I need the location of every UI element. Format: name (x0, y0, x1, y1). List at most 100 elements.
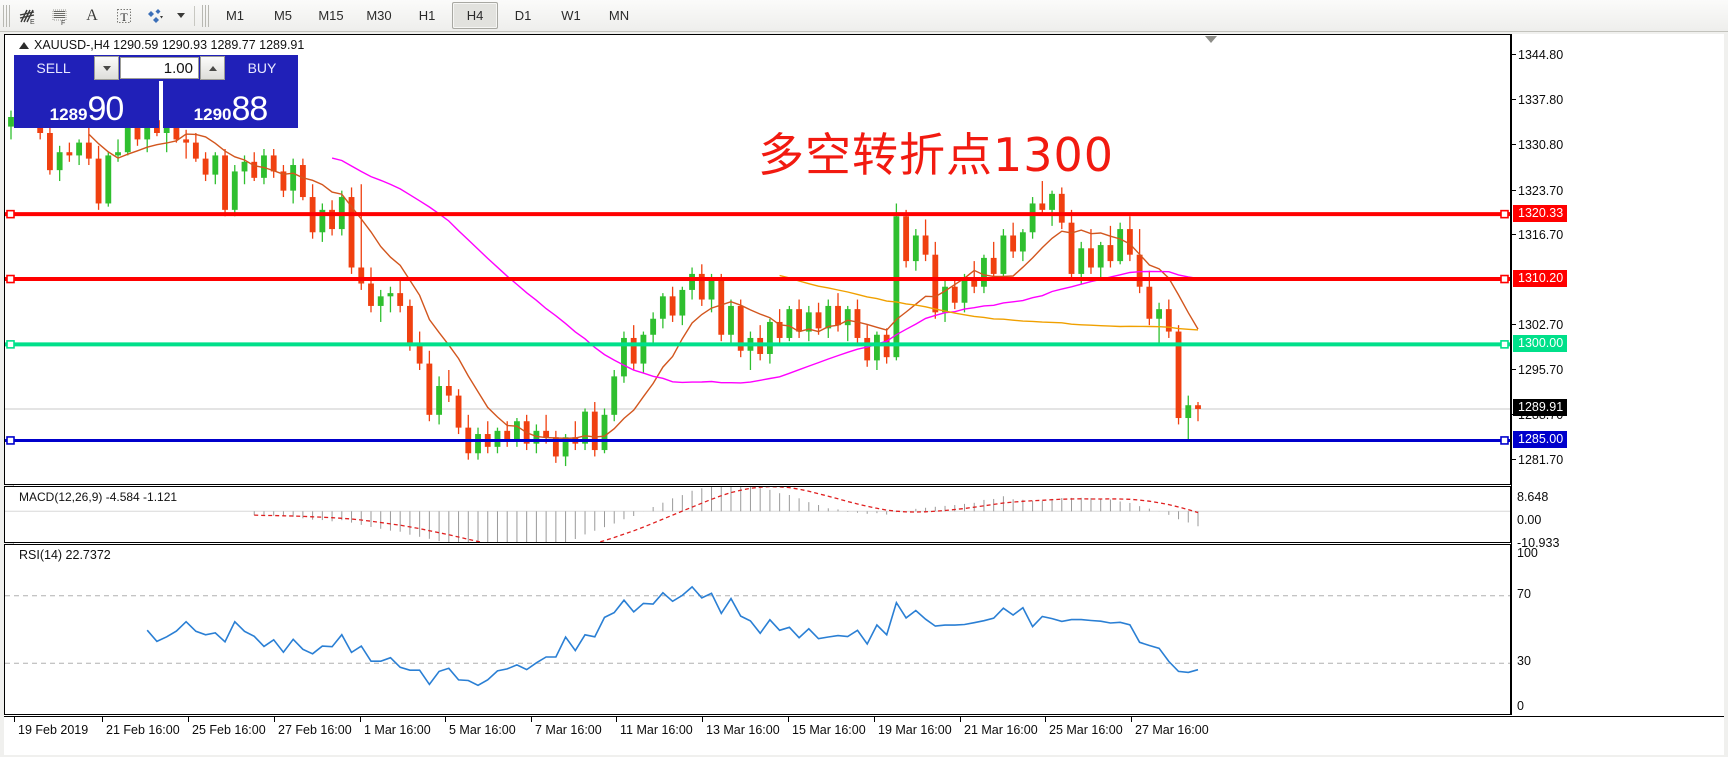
macd-axis-tick: -10.933 (1517, 536, 1560, 550)
time-axis-label: 13 Mar 16:00 (706, 723, 780, 737)
toolbar-divider (194, 5, 195, 26)
macd-signal-line (254, 487, 1199, 542)
indicators-icon[interactable]: E (12, 3, 44, 29)
time-axis-tick (188, 717, 189, 722)
rsi-axis-tick: 30 (1517, 654, 1531, 669)
price-axis[interactable]: 1344.80 1337.80 1330.80 1323.70 1316.70 1302.… (1511, 34, 1724, 715)
timeframe-m1[interactable]: M1 (225, 8, 245, 23)
timeframe-d1[interactable]: D1 (514, 8, 532, 23)
time-axis-tick (960, 717, 961, 722)
chart-annotation-text: 多空转折点1300 (758, 128, 1115, 182)
candlestick-series (8, 67, 1201, 467)
buy-price-prefix: 1290 (193, 105, 232, 124)
sell-price-display[interactable]: 1289 90 (14, 81, 159, 128)
time-axis-tick (531, 717, 532, 722)
time-axis-tick (1131, 717, 1132, 722)
time-axis-label: 7 Mar 16:00 (535, 723, 602, 737)
price-axis-tick: 1330.80 (1512, 138, 1563, 152)
time-axis-tick (360, 717, 361, 722)
crosshair-grid-icon[interactable]: F (44, 3, 76, 29)
rsi-pane[interactable]: RSI(14) 22.7372 (4, 544, 1511, 715)
price-axis-tick: 1323.70 (1512, 184, 1563, 198)
level-line-handle (6, 340, 15, 349)
chart-area[interactable]: XAUUSD-,H4 1290.59 1290.93 1289.77 1289.… (4, 34, 1724, 755)
time-axis-tick (702, 717, 703, 722)
macd-pane[interactable]: MACD(12,26,9) -4.584 -1.121 (4, 486, 1511, 543)
macd-histogram (253, 487, 1199, 542)
rsi-axis-tick: 100 (1517, 546, 1538, 560)
level-line-handle (1500, 274, 1509, 284)
toolbar-grip[interactable] (3, 4, 10, 27)
price-chart-canvas (5, 67, 1510, 467)
time-axis-tick (788, 717, 789, 722)
time-axis-label: 11 Mar 16:00 (620, 723, 693, 737)
timeframe-h1[interactable]: H1 (418, 8, 436, 23)
rsi-axis-tick: 70 (1517, 586, 1531, 601)
volume-control[interactable]: 1.00 (93, 55, 226, 81)
time-axis-tick (14, 717, 15, 722)
one-click-trading-panel[interactable]: SELL 1.00 BUY 1289 90 (14, 55, 298, 128)
timeframe-mn[interactable]: MN (608, 8, 630, 23)
time-axis-label: 25 Feb 16:00 (192, 723, 266, 737)
time-axis-tick (1045, 717, 1046, 722)
timeframe-h4[interactable]: H4 (452, 2, 498, 29)
caret-up-icon (208, 65, 217, 71)
time-axis-label: 19 Feb 2019 (18, 723, 89, 737)
level-line-handle (6, 209, 15, 219)
time-axis-label: 19 Mar 16:00 (878, 723, 952, 737)
templates-icon[interactable] (140, 3, 172, 29)
time-axis-label: 27 Mar 16:00 (1135, 723, 1209, 737)
rsi-indicator-label: RSI(14) 22.7372 (19, 548, 111, 562)
time-axis-tick (616, 717, 617, 722)
price-level-label[interactable]: 1300.00 (1513, 334, 1568, 352)
pane-collapse-caret[interactable] (1205, 36, 1217, 43)
level-line-handle (6, 274, 15, 284)
time-axis-tick (274, 717, 275, 722)
sell-price-big: 90 (87, 90, 125, 128)
time-axis-label: 21 Feb 16:00 (106, 723, 180, 737)
time-axis-tick (445, 717, 446, 722)
svg-text:E: E (30, 19, 35, 26)
timeframe-m5[interactable]: M5 (273, 8, 293, 23)
chart-symbol-header: XAUUSD-,H4 1290.59 1290.93 1289.77 1289.… (19, 38, 304, 52)
buy-button[interactable]: BUY (226, 55, 298, 81)
macd-indicator-label: MACD(12,26,9) -4.584 -1.121 (19, 490, 178, 504)
chart-symbol-text: XAUUSD-,H4 1290.59 1290.93 1289.77 1289.… (34, 38, 305, 52)
volume-decrease-button[interactable] (94, 56, 119, 80)
price-level-label[interactable]: 1285.00 (1513, 430, 1568, 448)
price-pane[interactable]: XAUUSD-,H4 1290.59 1290.93 1289.77 1289.… (4, 34, 1511, 485)
price-axis-tick: 1337.80 (1512, 93, 1563, 107)
timeframe-toolbar-grip[interactable] (202, 4, 209, 27)
level-line-handle (1500, 209, 1509, 219)
time-axis[interactable]: 19 Feb 2019 21 Feb 16:00 25 Feb 16:00 27 Fe… (4, 716, 1724, 755)
buy-price-display[interactable]: 1290 88 (163, 81, 298, 128)
time-axis-label: 25 Mar 16:00 (1049, 723, 1123, 737)
volume-increase-button[interactable] (200, 56, 225, 80)
level-line-handle (1500, 436, 1509, 445)
timeframe-m15[interactable]: M15 (318, 8, 344, 23)
moving-average-line-0 (88, 133, 1199, 440)
price-axis-tick: 1344.80 (1512, 48, 1563, 62)
macd-axis-tick: 0.00 (1517, 513, 1542, 528)
macd-canvas (5, 487, 1510, 542)
timeframe-w1[interactable]: W1 (561, 8, 581, 23)
svg-text:F: F (61, 20, 65, 26)
main-toolbar: E F A T M1 M5 M15 (0, 0, 1728, 32)
price-level-label[interactable]: 1310.20 (1513, 269, 1568, 287)
text-label-icon[interactable]: A (86, 6, 98, 24)
templates-dropdown-caret[interactable] (172, 3, 190, 29)
time-axis-tick (102, 717, 103, 722)
sell-button[interactable]: SELL (14, 55, 93, 81)
price-axis-tick: 1316.70 (1512, 228, 1563, 242)
rsi-line (146, 585, 1199, 687)
current-price-label: 1289.91 (1513, 399, 1568, 417)
timeframe-m30[interactable]: M30 (366, 8, 392, 23)
rsi-canvas (5, 585, 1510, 687)
price-axis-tick: 1302.70 (1512, 318, 1563, 332)
text-object-icon[interactable]: T (108, 3, 140, 29)
time-axis-label: 5 Mar 16:00 (449, 723, 516, 737)
oct-price-row: 1289 90 1290 88 (14, 81, 298, 128)
volume-input[interactable]: 1.00 (120, 57, 199, 79)
price-level-label[interactable]: 1320.33 (1513, 204, 1568, 222)
